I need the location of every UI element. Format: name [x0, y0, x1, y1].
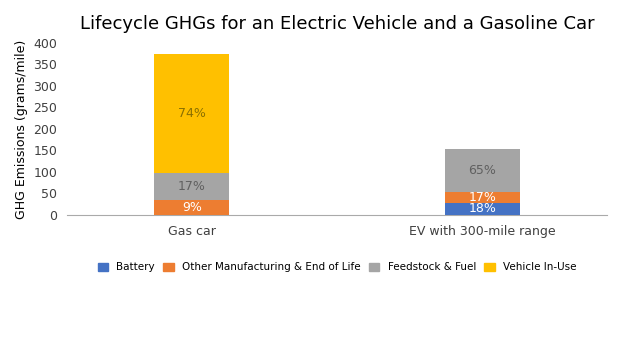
Bar — [154, 200, 229, 215]
Bar — [445, 192, 520, 203]
Text: 17%: 17% — [178, 180, 206, 193]
Bar — [445, 149, 520, 192]
Legend: Battery, Other Manufacturing & End of Life, Feedstock & Fuel, Vehicle In-Use: Battery, Other Manufacturing & End of Li… — [94, 258, 581, 276]
Text: 74%: 74% — [178, 107, 206, 120]
Y-axis label: GHG Emissions (grams/mile): GHG Emissions (grams/mile) — [15, 39, 28, 219]
Title: Lifecycle GHGs for an Electric Vehicle and a Gasoline Car: Lifecycle GHGs for an Electric Vehicle a… — [80, 15, 595, 33]
Text: 9%: 9% — [182, 201, 202, 214]
Text: 65%: 65% — [469, 164, 497, 177]
Text: 18%: 18% — [469, 202, 497, 215]
Text: 17%: 17% — [469, 191, 497, 204]
Bar — [154, 173, 229, 200]
Bar — [445, 203, 520, 215]
Bar — [154, 54, 229, 173]
